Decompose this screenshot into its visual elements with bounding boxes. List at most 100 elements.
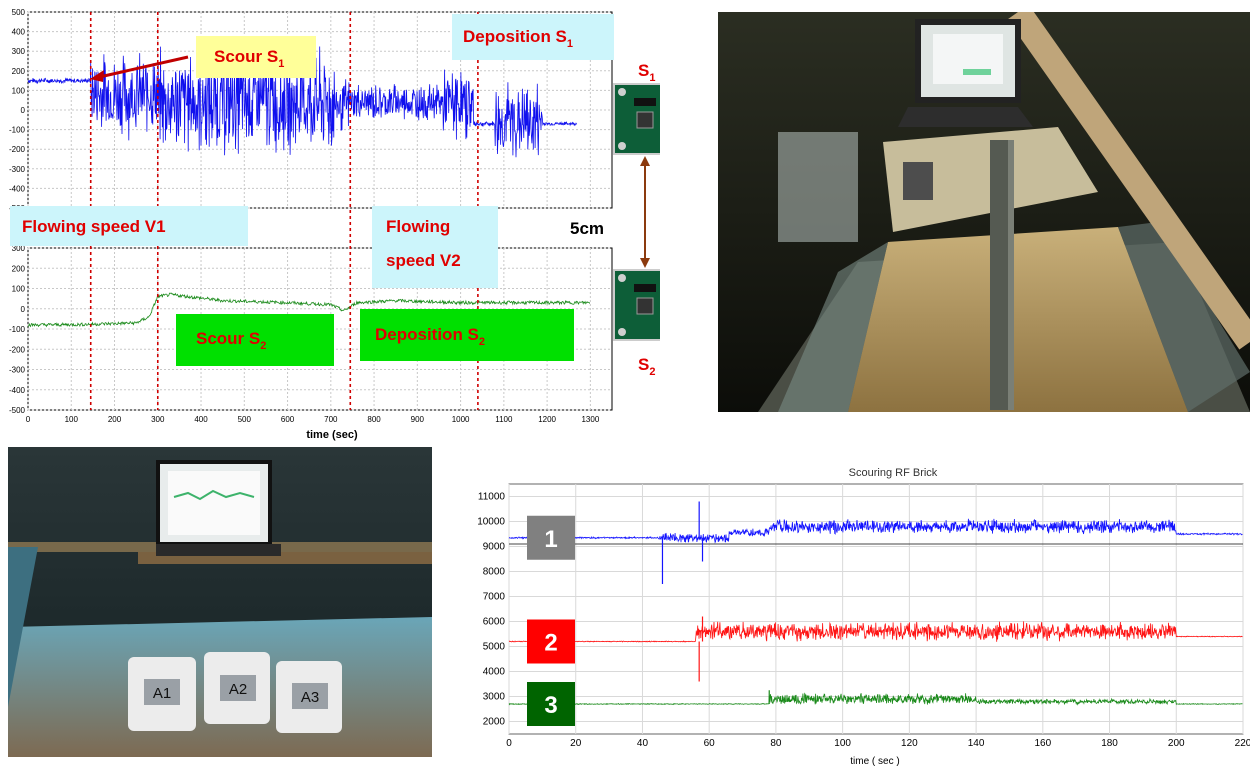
y-tick-label: 100 [12, 86, 26, 95]
scour-arrowhead [90, 70, 104, 82]
flume-sensor-photo [718, 12, 1250, 412]
y-tick-label: -200 [9, 345, 26, 354]
flume-photo-svg [718, 12, 1250, 412]
x-tick-label: 0 [506, 738, 512, 749]
x-tick-label: 500 [238, 415, 252, 424]
x-tick-label: 220 [1235, 738, 1250, 749]
x-tick-label: 1300 [581, 415, 599, 424]
x-tick-label: 200 [108, 415, 122, 424]
y-tick-label: 8000 [483, 567, 506, 578]
y-tick-label: -300 [9, 165, 26, 174]
y-tick-label: 5000 [483, 642, 506, 653]
x-tick-label: 900 [411, 415, 425, 424]
y-tick-label: -200 [9, 145, 26, 154]
x-tick-label: 800 [367, 415, 381, 424]
flowing-v1-label: Flowing speed V1 [22, 217, 166, 236]
x-tick-label: 700 [324, 415, 338, 424]
deposition-s2-label: Deposition S2 [375, 325, 485, 348]
flowing-v2-label-line1: Flowing [386, 217, 450, 236]
bricks-photo-svg: A1 A2 A3 [8, 447, 432, 757]
scouring-rf-brick-chart: Scouring RF Brick 11000 10000 9000 8000 7000… [465, 462, 1250, 770]
distance-label: 5cm [570, 219, 604, 238]
series-line-S2 [27, 292, 591, 328]
scour-s1-box [196, 36, 316, 78]
flowing-v1-box [10, 206, 248, 246]
p1-xlabel: time (sec) [306, 429, 358, 441]
y-tick-label: -300 [9, 366, 26, 375]
p4-xlabel: time ( sec ) [850, 756, 899, 767]
brick-a3-label: A3 [301, 689, 319, 706]
y-tick-label: 200 [12, 67, 26, 76]
sensor-s1-label: S1 [638, 61, 655, 84]
y-tick-label: 6000 [483, 617, 506, 628]
y-tick-label: 7000 [483, 592, 506, 603]
y-tick-label: 10000 [477, 517, 505, 528]
x-tick-label: 200 [1168, 738, 1185, 749]
x-tick-label: 60 [704, 738, 716, 749]
scouring-chart-svg: Scouring RF Brick 1100010000900080007000… [477, 467, 1250, 767]
sensor-s2-label: S2 [638, 355, 655, 378]
x-tick-label: 400 [194, 415, 208, 424]
y-tick-label: -100 [9, 126, 26, 135]
x-tick-label: 40 [637, 738, 649, 749]
x-tick-label: 0 [26, 415, 31, 424]
brick-a2-label: A2 [229, 681, 247, 698]
y-tick-label: 300 [12, 47, 26, 56]
x-tick-label: 120 [901, 738, 918, 749]
brick-a1-label: A1 [153, 685, 171, 702]
bricks-photo: A1 A2 A3 [8, 447, 432, 757]
deposition-s1-label: Deposition S1 [463, 27, 573, 50]
series-label-2: 2 [544, 630, 557, 657]
series-line-S1 [27, 46, 578, 158]
sensor-signal-chart: 5004003002001000-100-200-300-400-5003002… [0, 0, 677, 442]
x-tick-label: 100 [65, 415, 79, 424]
y-tick-label: 2000 [483, 717, 506, 728]
sensor-s1-chip [613, 83, 677, 155]
x-tick-label: 1100 [495, 415, 513, 424]
x-tick-label: 100 [834, 738, 851, 749]
deposition-s1-box [452, 14, 614, 60]
series-line-2 [508, 621, 1243, 643]
x-tick-label: 300 [151, 415, 165, 424]
series-label-1: 1 [544, 526, 557, 553]
y-tick-label: -400 [9, 184, 26, 193]
deposition-s2-box [360, 309, 574, 361]
scour-s2-label: Scour S2 [196, 329, 266, 352]
p4-title: Scouring RF Brick [849, 467, 938, 479]
x-tick-label: 20 [570, 738, 582, 749]
flowing-v2-box [372, 206, 498, 288]
y-tick-label: 300 [12, 244, 26, 253]
y-tick-label: 9000 [483, 542, 506, 553]
sensor-s2-chip [613, 269, 677, 341]
series-line-1 [508, 518, 1243, 544]
y-tick-label: 500 [12, 8, 26, 17]
y-tick-label: -400 [9, 386, 26, 395]
series-label-box-2 [527, 619, 575, 664]
y-tick-label: 100 [12, 285, 26, 294]
x-tick-label: 140 [968, 738, 985, 749]
series-label-3: 3 [544, 692, 557, 719]
y-tick-label: 400 [12, 28, 26, 37]
scour-arrow [94, 55, 189, 80]
y-tick-label: 4000 [483, 667, 506, 678]
y-tick-label: 200 [12, 264, 26, 273]
flowing-v2-label-line2: speed V2 [386, 251, 461, 270]
x-tick-label: 1200 [538, 415, 556, 424]
x-tick-label: 180 [1101, 738, 1118, 749]
y-tick-label: 11000 [478, 492, 506, 503]
x-tick-label: 600 [281, 415, 295, 424]
y-tick-label: 0 [21, 106, 26, 115]
scour-s2-box [176, 314, 334, 366]
y-tick-label: -500 [9, 406, 26, 415]
y-tick-label: 0 [21, 305, 26, 314]
distance-arrow [640, 156, 650, 268]
x-tick-label: 80 [770, 738, 782, 749]
sensor-signal-svg: 5004003002001000-100-200-300-400-5003002… [9, 8, 677, 441]
x-tick-label: 1000 [452, 415, 470, 424]
series-line-3 [508, 692, 1243, 706]
scour-s1-label: Scour S1 [214, 47, 284, 70]
y-tick-label: -100 [9, 325, 26, 334]
series-label-box-3 [527, 682, 575, 726]
y-tick-label: 3000 [483, 692, 506, 703]
series-label-box-1 [527, 515, 575, 560]
